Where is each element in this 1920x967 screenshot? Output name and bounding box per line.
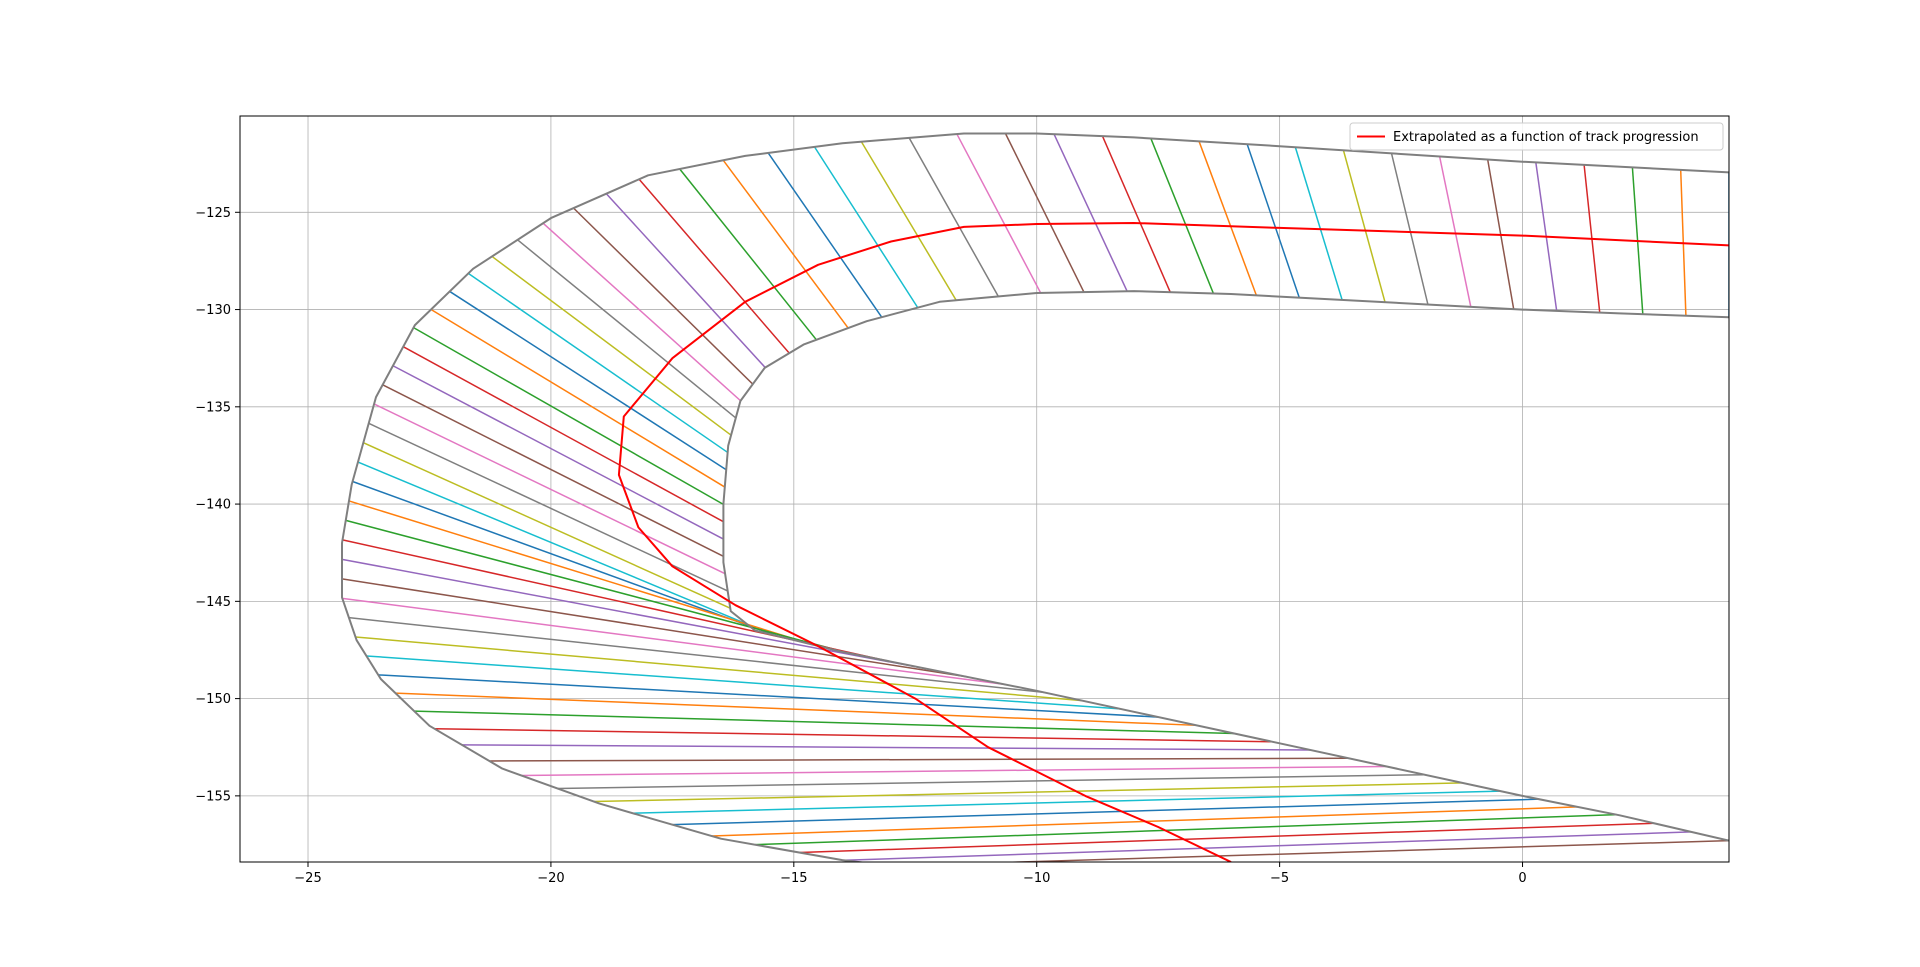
track-connector-line xyxy=(341,578,967,678)
track-connector-line xyxy=(341,558,929,670)
y-tick-label: −155 xyxy=(195,789,231,804)
track-connector-line xyxy=(402,346,724,523)
track-connector-line xyxy=(860,141,957,301)
x-tick-label: 0 xyxy=(1518,871,1526,886)
track-connector-line xyxy=(395,692,1197,727)
track-connector-line xyxy=(573,207,754,385)
track-connector-line xyxy=(908,137,1000,297)
y-tick-label: −140 xyxy=(195,498,231,513)
track-connector-line xyxy=(844,831,1692,862)
track-connector-line xyxy=(722,159,849,329)
track-connector-line xyxy=(1294,146,1343,301)
series-line-extrapolated xyxy=(617,222,1729,862)
track-connector-line xyxy=(1004,133,1085,293)
x-tick-label: −20 xyxy=(537,871,564,886)
y-tick-label: −125 xyxy=(195,206,231,221)
y-tick-label: −150 xyxy=(195,692,231,707)
track-connector-line xyxy=(366,655,1121,710)
track-connector-line xyxy=(1390,153,1429,305)
track-connector-line xyxy=(1198,141,1258,296)
track-connector-line xyxy=(348,500,814,646)
track-connector-line xyxy=(593,782,1463,803)
track-connector-line xyxy=(813,146,919,309)
track-connector-line xyxy=(449,290,727,471)
track-connector-line xyxy=(767,152,883,318)
x-tick-label: −10 xyxy=(1023,871,1050,886)
plot-content xyxy=(341,132,1729,862)
track-connector-line xyxy=(491,255,732,436)
track-connector-line xyxy=(1438,156,1472,307)
track-connector-line xyxy=(1246,143,1300,298)
track-connector-line xyxy=(755,813,1617,846)
track-connector-line xyxy=(1053,133,1128,292)
track-connector-line xyxy=(517,239,737,419)
track-connector-line xyxy=(638,178,790,354)
track-connector-line xyxy=(799,822,1655,854)
track-connector-line xyxy=(632,790,1501,814)
x-tick-label: −15 xyxy=(780,871,807,886)
track-connector-line xyxy=(489,757,1349,762)
track-connector-line xyxy=(956,133,1042,294)
track-connector-line xyxy=(467,272,729,454)
track-connector-line xyxy=(672,798,1540,826)
track-connector-line xyxy=(557,773,1425,790)
axes-frame xyxy=(239,115,1730,863)
y-tick-label: −130 xyxy=(195,303,231,318)
track-connector-line xyxy=(382,384,724,558)
track-connector-line xyxy=(392,365,724,540)
track-connector-line xyxy=(605,193,766,369)
legend-label: Extrapolated as a function of track prog… xyxy=(1393,130,1699,145)
track-connector-line xyxy=(363,442,731,609)
track-connector-line xyxy=(357,461,748,625)
track-connector-line xyxy=(434,727,1273,743)
y-tick-label: −135 xyxy=(195,400,231,415)
track-connector-line xyxy=(348,616,1045,694)
track-connector-line xyxy=(414,710,1235,735)
track-connector-line xyxy=(521,765,1387,777)
axis-ticks: −25 −20 −15 −10 −5 0 −125 −130 −135 −140 −145 −150 −… xyxy=(195,206,1526,886)
plot-area xyxy=(240,116,1729,862)
track-connector-line xyxy=(679,168,817,341)
x-tick-label: −5 xyxy=(1270,871,1289,886)
track-connector-line xyxy=(461,744,1311,751)
track-connector-line xyxy=(368,422,728,592)
inner-track-boundary xyxy=(722,290,1729,842)
track-connector-line xyxy=(355,636,1083,702)
track-connector-line xyxy=(378,674,1159,718)
track-connector-line xyxy=(1101,135,1171,293)
track-connector-line xyxy=(1150,138,1215,294)
track-connector-line xyxy=(352,480,777,637)
y-tick-label: −145 xyxy=(195,595,231,610)
x-tick-label: −25 xyxy=(294,871,321,886)
legend: Extrapolated as a function of track prog… xyxy=(1349,122,1724,151)
grid xyxy=(240,116,1729,862)
track-connector-line xyxy=(413,326,724,506)
outer-track-boundary xyxy=(341,132,1729,862)
legend-box xyxy=(1349,122,1724,151)
track-connector-line xyxy=(345,519,851,655)
track-connector-line xyxy=(1342,150,1386,303)
track-connector-line xyxy=(430,308,726,488)
track-connector-line xyxy=(542,222,742,402)
track-connector-line xyxy=(373,403,726,575)
track-connector-line xyxy=(342,597,1006,686)
